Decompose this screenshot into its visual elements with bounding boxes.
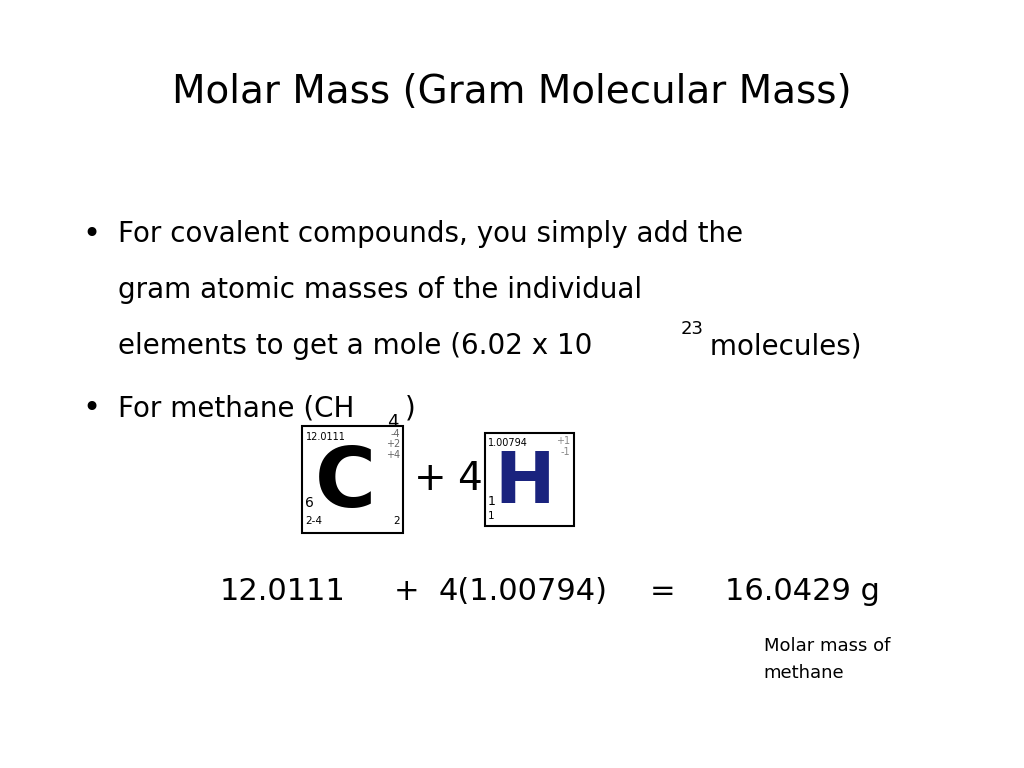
- Text: +2: +2: [386, 439, 400, 449]
- Text: Molar Mass (Gram Molecular Mass): Molar Mass (Gram Molecular Mass): [172, 73, 852, 111]
- Text: C: C: [314, 443, 376, 524]
- Text: 1: 1: [487, 511, 495, 521]
- Text: 1.00794: 1.00794: [487, 438, 527, 448]
- Text: molecules): molecules): [701, 333, 862, 360]
- Text: +4: +4: [386, 450, 400, 460]
- Text: +: +: [414, 461, 446, 498]
- Text: Molar mass of
methane: Molar mass of methane: [764, 637, 890, 682]
- Text: 4: 4: [457, 461, 481, 498]
- Text: =: =: [650, 577, 676, 606]
- Text: 16.0429 g: 16.0429 g: [725, 577, 880, 606]
- Text: ): ): [404, 394, 415, 422]
- Bar: [484, 433, 573, 525]
- Text: For covalent compounds, you simply add the: For covalent compounds, you simply add t…: [118, 220, 742, 248]
- Text: 12.0111: 12.0111: [305, 432, 345, 442]
- Text: 4(1.00794): 4(1.00794): [438, 577, 608, 606]
- Text: gram atomic masses of the individual: gram atomic masses of the individual: [118, 276, 642, 304]
- Text: 23: 23: [681, 320, 703, 339]
- Text: -4: -4: [390, 429, 400, 439]
- Text: •: •: [82, 393, 100, 422]
- Text: -1: -1: [561, 447, 570, 457]
- Text: For methane (CH: For methane (CH: [118, 394, 354, 422]
- Text: 2-4: 2-4: [305, 516, 323, 526]
- Text: 12.0111: 12.0111: [220, 577, 346, 606]
- Bar: [302, 425, 403, 533]
- Text: •: •: [82, 220, 100, 249]
- Text: 4: 4: [387, 413, 398, 431]
- Text: H: H: [495, 449, 555, 518]
- Text: +1: +1: [556, 436, 570, 446]
- Text: 1: 1: [487, 495, 496, 508]
- Text: elements to get a mole (6.02 x 10: elements to get a mole (6.02 x 10: [118, 333, 592, 360]
- Text: 2: 2: [393, 516, 400, 526]
- Text: +: +: [394, 577, 420, 606]
- Text: 6: 6: [305, 495, 314, 510]
